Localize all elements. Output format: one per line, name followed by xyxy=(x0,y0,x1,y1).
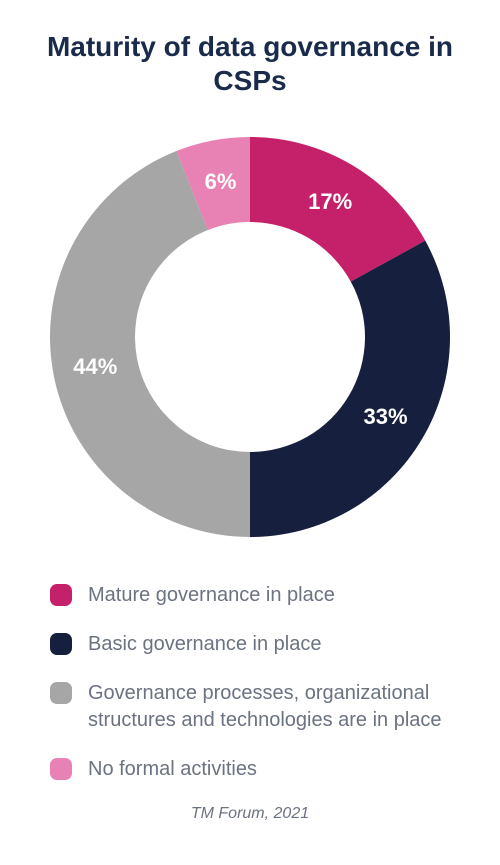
donut-slice-1 xyxy=(250,241,450,537)
slice-pct-2: 44% xyxy=(73,354,117,380)
legend-item-2: Governance processes, organizational str… xyxy=(50,680,450,734)
legend-text-3: No formal activities xyxy=(88,756,257,783)
legend-text-0: Mature governance in place xyxy=(88,582,335,609)
donut-chart: 17% 33% 44% 6% xyxy=(30,117,470,557)
legend-text-1: Basic governance in place xyxy=(88,631,321,658)
slice-pct-1: 33% xyxy=(364,404,408,430)
legend: Mature governance in place Basic governa… xyxy=(30,582,470,783)
slice-pct-3: 6% xyxy=(205,169,237,195)
legend-item-0: Mature governance in place xyxy=(50,582,450,609)
legend-swatch-1 xyxy=(50,633,72,655)
legend-swatch-3 xyxy=(50,758,72,780)
slice-pct-0: 17% xyxy=(308,189,352,215)
legend-swatch-2 xyxy=(50,682,72,704)
chart-title: Maturity of data governance in CSPs xyxy=(30,30,470,97)
legend-swatch-0 xyxy=(50,584,72,606)
legend-item-3: No formal activities xyxy=(50,756,450,783)
donut-svg xyxy=(30,117,470,557)
legend-text-2: Governance processes, organizational str… xyxy=(88,680,450,734)
chart-source: TM Forum, 2021 xyxy=(30,805,470,823)
legend-item-1: Basic governance in place xyxy=(50,631,450,658)
